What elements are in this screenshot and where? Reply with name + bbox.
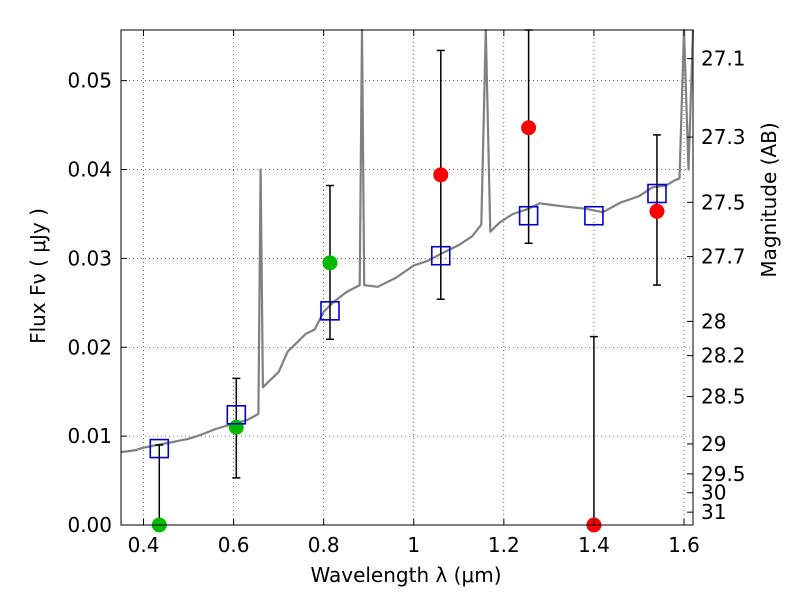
plot-frame [120, 29, 694, 526]
grid-lines [121, 30, 693, 526]
x-axis-title: Wavelength λ (μm) [310, 563, 501, 587]
observed-point-red [433, 167, 449, 183]
x-tick-label: 0.4 [128, 533, 160, 557]
model-photometry-square [226, 405, 247, 425]
y-axis-title: Flux Fν ( μJy ) [26, 208, 50, 344]
observed-point-red [649, 203, 665, 219]
observed-point-green [322, 255, 338, 271]
x-tick-label: 1.6 [668, 533, 700, 557]
observed-point-green [228, 419, 244, 435]
mag-tick-label: 29.5 [701, 462, 746, 486]
mag-tick-label: 27.3 [701, 125, 746, 149]
model-photometry-square [149, 438, 170, 459]
model-photometry-square [320, 301, 340, 321]
model-photometry-square [647, 183, 667, 204]
model-photometry-square [430, 245, 451, 266]
x-tick-label: 0.8 [308, 533, 340, 557]
spectrum-layer [120, 28, 695, 454]
right-axis-title: Magnitude (AB) [757, 122, 781, 277]
y-tick-label: 0.04 [67, 158, 112, 182]
axis-ticks [121, 30, 693, 526]
x-tick-label: 1.4 [578, 533, 610, 557]
model-photometry-square [518, 205, 539, 226]
model-photometry-square [584, 205, 604, 226]
y-tick-label: 0.02 [67, 335, 112, 359]
model-spectrum-line [120, 28, 695, 454]
y-tick-label: 0.00 [67, 513, 112, 537]
tick-labels: 0.4 0.6 0.8 1 1.2 1.4 1.6 0.00 0.01 0.02 0.03 0.04 0… [67, 47, 745, 557]
x-tick-label: 1.2 [488, 533, 520, 557]
mag-tick-label: 29 [701, 432, 726, 456]
mag-tick-label: 28 [701, 309, 726, 333]
y-tick-label: 0.03 [67, 246, 112, 270]
data-points [149, 120, 667, 533]
mag-tick-label: 30 [701, 481, 726, 505]
mag-tick-label: 28.5 [701, 385, 746, 409]
y-tick-label: 0.05 [67, 69, 112, 93]
error-bars [155, 29, 661, 525]
x-tick-label: 1 [407, 533, 420, 557]
observed-point-red [521, 120, 537, 136]
x-tick-label: 0.6 [218, 533, 250, 557]
mag-tick-label: 27.7 [701, 245, 746, 269]
mag-tick-label: 28.2 [701, 344, 746, 368]
mag-tick-label: 31 [701, 500, 726, 524]
mag-tick-label: 27.1 [701, 47, 746, 71]
y-tick-label: 0.01 [67, 424, 112, 448]
mag-tick-label: 27.5 [701, 190, 746, 214]
